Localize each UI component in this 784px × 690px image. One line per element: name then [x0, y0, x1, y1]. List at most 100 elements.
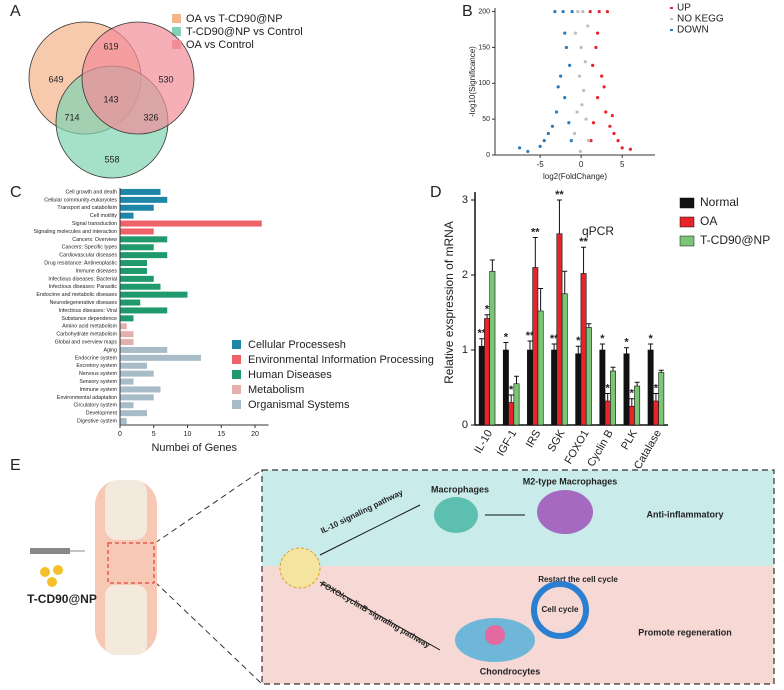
bar: [120, 354, 201, 361]
significance: *: [576, 335, 581, 347]
point: [616, 139, 620, 143]
point: [610, 113, 614, 118]
bar: [658, 372, 665, 426]
category-label: Global and overview maps: [55, 339, 118, 345]
bar: [502, 349, 509, 426]
region-count: 649: [48, 74, 63, 84]
bar: [120, 394, 154, 401]
panel-label: C: [10, 184, 22, 201]
bar: [647, 349, 654, 426]
bar: [527, 349, 533, 426]
point: [588, 9, 592, 14]
arrow: [319, 504, 421, 556]
significance: *: [654, 382, 659, 394]
x-tick-label: 15: [217, 431, 225, 438]
point: [595, 31, 600, 35]
error-bar: [581, 246, 587, 274]
point: [578, 149, 582, 154]
significance: *: [648, 333, 653, 345]
point: [561, 9, 565, 14]
y-tick-label: 200: [478, 8, 490, 15]
error-bar: [575, 345, 581, 354]
legend-label: OA: [700, 214, 717, 228]
legend-label: T-CD90@NP: [700, 233, 770, 247]
x-tick-label: 10: [184, 431, 192, 438]
bar: [120, 370, 154, 377]
legend-swatch: [679, 235, 695, 247]
point: [563, 96, 567, 100]
legend-label: OA vs Control: [186, 39, 254, 51]
point: [605, 9, 610, 14]
category-label: Amino acid metabolism: [62, 324, 117, 330]
bar: [484, 318, 491, 426]
x-tick-label: 0: [579, 160, 584, 169]
x-axis-label: Numbei of Genes: [151, 442, 237, 454]
np: [53, 565, 63, 575]
point: [597, 9, 601, 14]
error-bar: [648, 343, 654, 350]
category-label: Substance dependence: [61, 316, 117, 322]
point: [591, 121, 596, 125]
y-tick-label: 3: [462, 194, 468, 206]
legend-swatch: [232, 400, 241, 409]
panel-label: B: [462, 3, 473, 20]
frame: [261, 469, 775, 685]
point: [582, 88, 586, 93]
arrow: [319, 581, 441, 651]
category-label: Cell motility: [90, 213, 117, 219]
point: [586, 24, 590, 28]
bar: [120, 283, 161, 290]
point: [538, 144, 542, 148]
bar: [120, 236, 168, 243]
label: Chondrocytes: [480, 666, 541, 676]
legend-label: T-CD90@NP vs Control: [186, 26, 303, 38]
error-bar: [634, 381, 640, 386]
bar: [513, 383, 520, 426]
point: [556, 85, 560, 89]
x-tick-label: IGF-1: [495, 428, 519, 458]
point: [589, 139, 593, 143]
nucleus: [485, 625, 505, 645]
bar: [120, 204, 154, 211]
error-bar: [503, 342, 509, 350]
np-label: T-CD90@NP: [27, 592, 97, 606]
y-tick-label: 50: [482, 116, 490, 123]
error-bar: [658, 369, 664, 373]
y-axis-label: -log10(Significance): [468, 46, 477, 117]
bar: [120, 378, 134, 385]
nanoparticle: [279, 547, 321, 589]
label: M2-type Macrophages: [523, 476, 618, 486]
bar: [120, 188, 161, 195]
point: [564, 45, 568, 50]
error-bar: [562, 270, 568, 294]
region-count: 143: [103, 94, 118, 104]
significance: *: [624, 337, 629, 349]
bar: [120, 220, 262, 227]
bar: [478, 345, 485, 426]
tibia: [105, 585, 147, 655]
legend-swatch: [232, 385, 241, 394]
category-label: Signal transduction: [72, 221, 117, 227]
point: [554, 110, 559, 114]
bar: [120, 228, 154, 235]
venn-circle: [81, 21, 195, 135]
category-label: Cellular community-eukaryotes: [44, 197, 117, 203]
significance: **: [579, 236, 588, 248]
femur: [105, 480, 147, 540]
bar: [120, 212, 134, 219]
bar: [120, 275, 154, 282]
legend-swatch: [172, 40, 181, 49]
bar: [508, 402, 515, 426]
category-label: Infectious diseases: Bacterial: [48, 276, 117, 282]
significance: *: [630, 388, 635, 400]
category-label: Cardiovascular diseases: [59, 253, 117, 259]
panel-label: A: [10, 3, 21, 20]
legend-swatch: [232, 370, 241, 379]
category-label: Drug resistance: Antineoplastic: [44, 260, 117, 266]
category-label: Endocrine system: [75, 355, 118, 361]
category-label: Transport and catabolism: [57, 205, 117, 211]
error-bar: [653, 393, 659, 401]
label: Promote regeneration: [638, 627, 732, 637]
label: Restart the cell cycle: [538, 575, 618, 584]
